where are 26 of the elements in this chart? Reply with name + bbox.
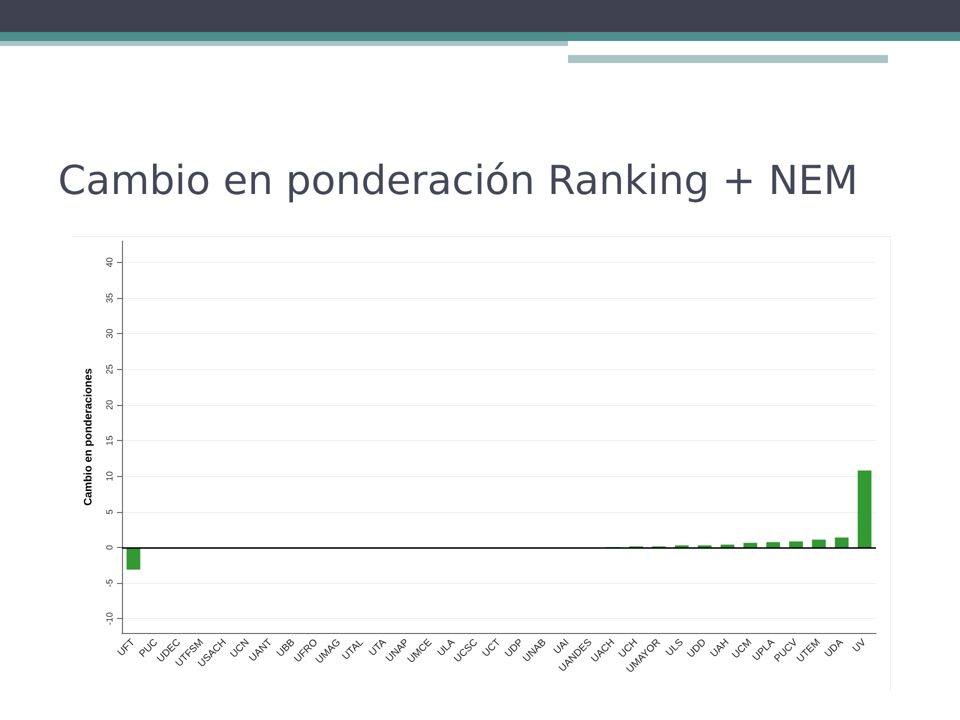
bar: [789, 541, 803, 548]
y-axis-title: Cambio en ponderaciones: [82, 368, 94, 506]
y-tick-label: 10: [104, 471, 114, 482]
bar: [720, 544, 734, 548]
chart-title: Cambio en ponderación Ranking + NEM: [58, 158, 858, 204]
x-tick-label: UTA: [367, 636, 389, 658]
x-tick-label: UV: [850, 636, 869, 655]
y-tick-label: 40: [104, 257, 114, 268]
bar: [858, 470, 872, 548]
bar: [834, 537, 849, 548]
y-tick-label: 20: [104, 400, 114, 410]
y-tick-label: 30: [104, 328, 114, 339]
x-tick-label: UDA: [822, 636, 846, 660]
bar: [126, 547, 140, 570]
y-tick-label: 35: [104, 293, 114, 304]
y-tick-label: -5: [104, 579, 114, 588]
y-tick-label: 5: [104, 509, 114, 514]
bar: [766, 542, 780, 548]
x-tick-label: UFT: [116, 637, 138, 659]
x-tick-label: ULS: [664, 636, 686, 659]
y-tick-label: 15: [104, 436, 114, 446]
bar: [812, 540, 826, 548]
y-tick-label: 25: [104, 364, 114, 374]
bar: [743, 542, 758, 548]
y-tick-label: 0: [104, 544, 114, 550]
y-tick-label: -10: [104, 612, 114, 626]
